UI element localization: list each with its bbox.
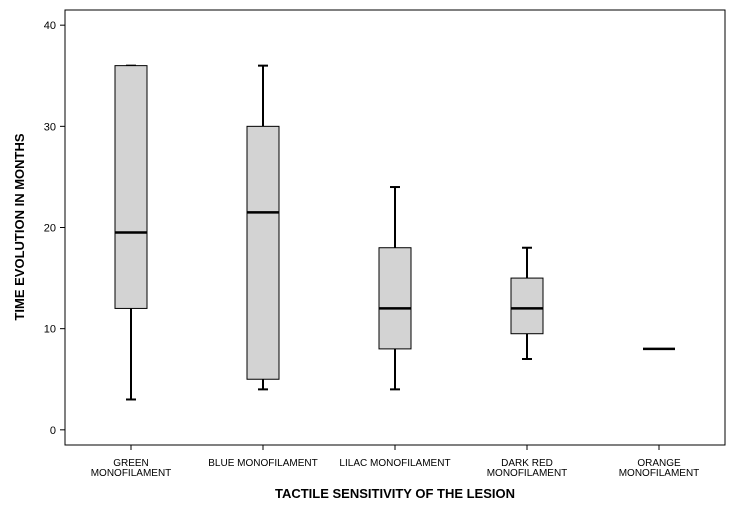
x-category-label: DARK RED MONOFILAMENT xyxy=(487,458,568,479)
y-tick-label: 20 xyxy=(44,223,56,235)
y-tick-label: 10 xyxy=(44,324,56,336)
y-tick-label: 40 xyxy=(44,20,56,32)
iqr-box xyxy=(246,125,280,380)
iqr-box xyxy=(114,65,148,309)
y-axis: 0 10 20 30 40 xyxy=(44,20,65,437)
iqr-box xyxy=(510,277,544,335)
box-group xyxy=(378,186,412,391)
iqr-box xyxy=(378,247,412,350)
y-tick-label: 30 xyxy=(44,121,56,133)
x-category-label: BLUE MONOFILAMENT xyxy=(208,458,317,469)
x-category-label: LILAC MONOFILAMENT xyxy=(339,458,450,469)
box-group xyxy=(510,246,544,361)
y-tick-label: 0 xyxy=(50,425,56,437)
x-category-label: GREEN MONOFILAMENT xyxy=(91,458,172,479)
x-axis-title: TACTILE SENSITIVITY OF THE LESION xyxy=(275,486,515,501)
box-group xyxy=(114,64,148,401)
x-category-label: ORANGE MONOFILAMENT xyxy=(619,458,700,479)
x-axis: GREEN MONOFILAMENT BLUE MONOFILAMENT LILAC … xyxy=(91,445,700,479)
box-series xyxy=(114,64,675,401)
box-group xyxy=(246,64,280,391)
y-axis-title: TIME EVOLUTION IN MONTHS xyxy=(12,133,27,320)
